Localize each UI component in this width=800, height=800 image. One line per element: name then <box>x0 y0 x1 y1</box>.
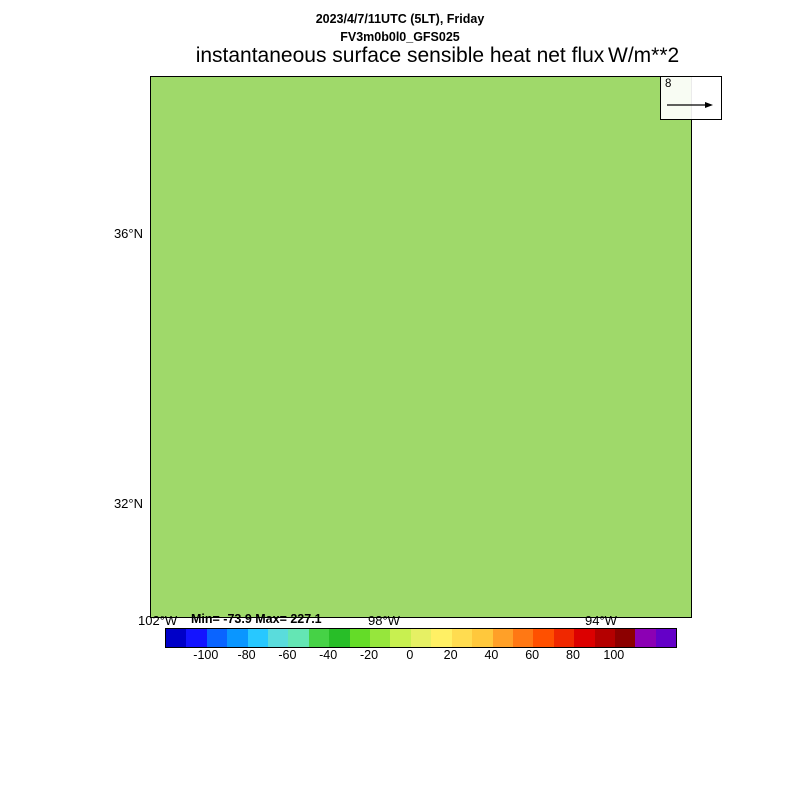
colorbar-tick: -100 <box>193 648 219 662</box>
colorbar-swatch <box>492 629 513 647</box>
page-title: instantaneous surface sensible heat net … <box>195 44 605 67</box>
reference-vector-box: 8 <box>660 76 722 120</box>
x-tick-94w: 94°W <box>585 613 617 628</box>
x-tick-98w: 98°W <box>368 613 400 628</box>
colorbar-swatch <box>288 629 309 647</box>
colorbar-swatch <box>186 629 207 647</box>
heatmap-canvas <box>151 77 691 617</box>
colorbar-tick: 0 <box>406 648 414 662</box>
reference-vector-value: 8 <box>665 78 672 90</box>
colorbar-swatch <box>614 629 636 647</box>
colorbar-swatch <box>227 629 248 647</box>
colorbar-swatch <box>308 629 330 647</box>
colorbar <box>165 628 677 648</box>
colorbar-tick: 80 <box>566 648 580 662</box>
x-tick-102w: 102°W <box>138 613 178 628</box>
colorbar-swatch <box>512 629 534 647</box>
colorbar-swatch <box>166 629 187 647</box>
right-arrow-icon <box>667 102 713 108</box>
colorbar-swatch <box>553 629 575 647</box>
minmax-stats: Min= -73.9 Max= 227.1 <box>191 612 322 626</box>
colorbar-swatch <box>451 629 473 647</box>
colorbar-swatch <box>410 629 432 647</box>
colorbar-swatch <box>206 629 228 647</box>
model-header: FV3m0b0l0_GFS025 <box>340 30 460 44</box>
colorbar-swatch <box>533 629 554 647</box>
colorbar-swatch <box>370 629 391 647</box>
colorbar-swatch <box>431 629 452 647</box>
colorbar-swatch <box>390 629 411 647</box>
colorbar-tick: 40 <box>484 648 499 662</box>
colorbar-tick: -40 <box>319 648 338 662</box>
colorbar-tick: -60 <box>278 648 297 662</box>
timestamp-header: 2023/4/7/11UTC (5LT), Friday <box>315 12 485 26</box>
colorbar-tick: -20 <box>359 648 379 662</box>
colorbar-swatch <box>329 629 350 647</box>
colorbar-swatch <box>472 629 493 647</box>
colorbar-tick: 100 <box>603 648 625 662</box>
colorbar-swatch <box>268 629 289 647</box>
colorbar-swatch <box>635 629 656 647</box>
colorbar-swatch <box>655 629 677 647</box>
colorbar-tick: -80 <box>237 648 256 662</box>
colorbar-tick-labels: -100 -80 -60 -40 -20 0 20 40 60 80 100 <box>150 648 690 664</box>
colorbar-tick: 60 <box>525 648 540 662</box>
colorbar-swatch <box>594 629 615 647</box>
colorbar-swatch <box>247 629 269 647</box>
y-tick-36n: 36°N <box>113 226 143 241</box>
colorbar-swatch <box>349 629 371 647</box>
colorbar-swatch <box>574 629 595 647</box>
y-tick-32n: 32°N <box>113 496 143 511</box>
units-label: W/m**2 <box>608 44 680 67</box>
map-plot-area <box>150 76 692 618</box>
colorbar-tick: 20 <box>443 648 458 662</box>
